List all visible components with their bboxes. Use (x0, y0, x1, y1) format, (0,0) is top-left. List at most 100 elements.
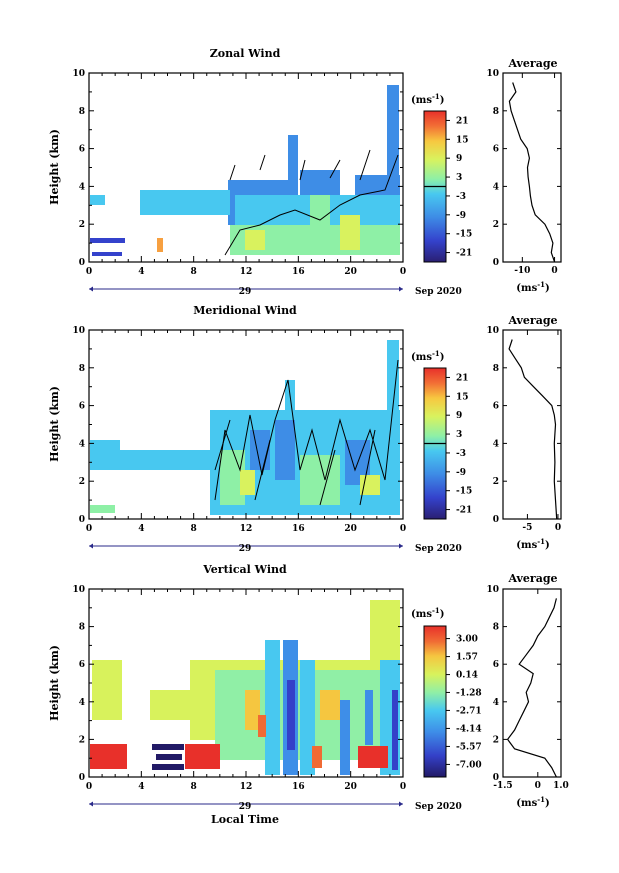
vertical-xtick-label: 12 (240, 782, 253, 792)
zonal-xtick-label: 0 (400, 267, 406, 277)
vertical-xtick-label: 16 (292, 782, 305, 792)
meridional-colorbar-tick-label: -9 (456, 468, 466, 478)
zonal-average-xlabel: (ms-1) (516, 280, 549, 294)
zonal-colorbar-tick-label: 21 (456, 116, 469, 126)
vertical-ylabel: Height (km) (48, 645, 61, 721)
meridional-ytick-label: 10 (72, 326, 85, 336)
meridional-ytick-label: 2 (79, 477, 85, 487)
vertical-colorbar (424, 626, 446, 777)
zonal-ylabel: Height (km) (48, 129, 61, 205)
meridional-y-ticks: 0 2 4 6 8 10 (72, 326, 403, 525)
meridional-x-ticks: 0 4 8 12 16 20 0 (86, 330, 406, 534)
vertical-ytick-label: 0 (79, 773, 85, 783)
meridional-average-ytick-label: 10 (486, 326, 499, 336)
vertical-average-ytick-label: 6 (493, 660, 499, 670)
vertical-month-label: Sep 2020 (415, 802, 462, 812)
meridional-average-frame (502, 329, 562, 520)
zonal-title: Zonal Wind (210, 47, 281, 60)
meridional-average-xlabel: (ms-1) (516, 537, 549, 551)
meridional-xtick-label: 20 (344, 524, 357, 534)
vertical-average-title: Average (507, 572, 557, 585)
meridional-average-ytick-label: 0 (493, 515, 499, 525)
zonal-ytick-label: 8 (79, 107, 85, 117)
zonal-ytick-label: 2 (79, 220, 85, 230)
meridional-colorbar-tick-label: 3 (456, 430, 462, 440)
vertical-cbar-unit: (ms-1) (411, 606, 444, 620)
vertical-colorbar-tick-label: 0.14 (456, 671, 478, 681)
zonal-date-label: 29 (239, 287, 252, 297)
vertical-date-label: 29 (239, 802, 252, 812)
meridional-date-label: 29 (239, 544, 252, 554)
vertical-colorbar-tick-label: -1.28 (456, 688, 482, 698)
zonal-average-ytick-label: 8 (493, 107, 499, 117)
vertical-x-ticks: 0 4 8 12 16 20 0 (86, 589, 406, 792)
vertical-average-ytick-label: 4 (493, 698, 499, 708)
zonal-average-ytick-label: 4 (493, 182, 499, 192)
zonal-average-ytick-label: 2 (493, 220, 499, 230)
meridional-panel: Meridional Wind (48, 304, 562, 554)
vertical-ytick-label: 10 (72, 585, 85, 595)
meridional-colorbar-tick-label: 15 (456, 392, 469, 402)
meridional-ytick-label: 8 (79, 364, 85, 374)
zonal-colorbar-tick-label: 15 (456, 135, 469, 145)
meridional-ytick-label: 6 (79, 402, 85, 412)
vertical-ytick-label: 4 (79, 698, 85, 708)
vertical-average-ytick-label: 0 (493, 773, 499, 783)
zonal-average-frame (502, 72, 562, 263)
zonal-cbar-unit: (ms-1) (411, 92, 444, 106)
meridional-xtick-label: 0 (86, 524, 92, 534)
zonal-average-profile-line (508, 82, 556, 263)
meridional-ytick-label: 4 (79, 439, 85, 449)
zonal-average-ytick-label: 6 (493, 145, 499, 155)
zonal-xtick-label: 4 (138, 267, 144, 277)
meridional-colorbar-tick-label: 21 (456, 373, 469, 383)
zonal-heatmap (90, 85, 400, 256)
zonal-average-xtick-label: 0 (551, 266, 557, 276)
zonal-colorbar-tick-label: 3 (456, 173, 462, 183)
meridional-colorbar-ticks: 21 15 9 3 -3 -9 -15 -21 (446, 373, 472, 516)
vertical-xtick-label: 0 (400, 782, 406, 792)
meridional-colorbar-tick-label: 9 (456, 411, 462, 421)
zonal-x-ticks: 0 4 8 12 16 20 0 (86, 73, 406, 277)
meridional-average-ytick-label: 8 (493, 364, 499, 374)
zonal-colorbar-tick-label: -3 (456, 192, 466, 202)
zonal-average-title: Average (507, 57, 557, 70)
zonal-xtick-label: 0 (86, 267, 92, 277)
meridional-month-label: Sep 2020 (415, 544, 462, 554)
zonal-ytick-label: 6 (79, 145, 85, 155)
meridional-xtick-label: 16 (292, 524, 305, 534)
vertical-average-ytick-label: 10 (486, 585, 499, 595)
zonal-month-label: Sep 2020 (415, 287, 462, 297)
zonal-colorbar-ticks: 21 15 9 3 -3 -9 -15 -21 (446, 116, 472, 259)
vertical-average-xtick-label: 0 (535, 781, 541, 791)
vertical-colorbar-ticks: 3.00 1.57 0.14 -1.28 -2.71 -4.14 -5.57 -7.00 (446, 635, 482, 770)
zonal-panel: Zonal Wind (48, 47, 562, 297)
vertical-ytick-label: 6 (79, 660, 85, 670)
zonal-y-ticks: 0 2 4 6 8 10 (72, 69, 403, 268)
vertical-colorbar-tick-label: 3.00 (456, 635, 478, 645)
zonal-colorbar-tick-label: -15 (456, 230, 472, 240)
vertical-ytick-label: 2 (79, 735, 85, 745)
meridional-xtick-label: 0 (400, 524, 406, 534)
meridional-colorbar-tick-label: -15 (456, 487, 472, 497)
meridional-ytick-label: 0 (79, 515, 85, 525)
vertical-average-xlabel: (ms-1) (516, 795, 549, 809)
vertical-average-frame (502, 588, 562, 778)
vertical-colorbar-tick-label: 1.57 (456, 653, 478, 663)
meridional-colorbar-tick-label: -3 (456, 449, 466, 459)
meridional-average: 0 2 4 6 8 10 -5 0 (486, 326, 561, 533)
vertical-average-xtick-label: -1.5 (493, 781, 512, 791)
zonal-average-ytick-label: 10 (486, 69, 499, 79)
zonal-average-ytick-label: 0 (493, 258, 499, 268)
meridional-average-ytick-label: 2 (493, 477, 499, 487)
vertical-title: Vertical Wind (202, 563, 287, 576)
meridional-average-xtick-label: -5 (522, 523, 532, 533)
vertical-colorbar-tick-label: -7.00 (456, 760, 482, 770)
vertical-colorbar-tick-label: -4.14 (456, 724, 482, 734)
meridional-average-ytick-label: 4 (493, 439, 499, 449)
vertical-colorbar-tick-label: -2.71 (456, 706, 482, 716)
meridional-average-xtick-label: 0 (555, 523, 561, 533)
meridional-xtick-label: 4 (138, 524, 144, 534)
vertical-average-xtick-label: 1.0 (553, 781, 569, 791)
zonal-average-xtick-label: -10 (514, 266, 530, 276)
